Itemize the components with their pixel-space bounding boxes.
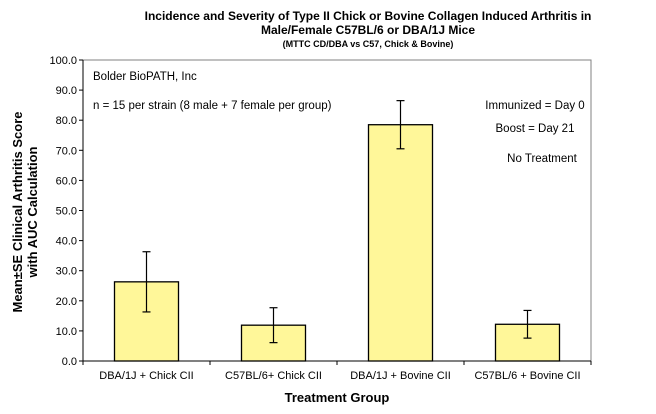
bar [367, 124, 434, 362]
annotation-company: Bolder BioPATH, Inc [93, 71, 197, 83]
x-tick-label: C57BL/6+ Chick CII [225, 370, 322, 382]
chart-subtitle: (MTTC CD/DBA vs C57, Chick & Bovine) [283, 39, 454, 49]
y-tick-label: 60.0 [56, 175, 77, 187]
annotation-boost: Boost = Day 21 [496, 123, 575, 135]
y-axis-label-line1: Mean±SE Clinical Arthritis Score [10, 112, 25, 313]
y-tick-label: 30.0 [56, 266, 77, 278]
y-axis-label-line2: with AUC Calculation [25, 146, 40, 278]
y-tick-label: 90.0 [56, 85, 77, 97]
x-tick-label: C57BL/6 + Bovine CII [474, 370, 580, 382]
annotation-n: n = 15 per strain (8 male + 7 female per… [93, 100, 332, 112]
y-tick-label: 80.0 [56, 115, 77, 127]
annotation-immunized: Immunized = Day 0 [485, 100, 584, 112]
x-tick-label: DBA/1J + Bovine CII [350, 370, 451, 382]
y-tick-label: 0.0 [62, 356, 77, 368]
y-tick-label: 50.0 [56, 206, 77, 218]
y-tick-label: 10.0 [56, 326, 77, 338]
x-tick-label: DBA/1J + Chick CII [99, 370, 193, 382]
chart-title-line1: Incidence and Severity of Type II Chick … [145, 9, 592, 23]
chart-title-line2: Male/Female C57BL/6 or DBA/1J Mice [261, 23, 475, 37]
y-tick-label: 20.0 [56, 296, 77, 308]
annotation-treatment: No Treatment [507, 153, 577, 165]
y-tick-label: 70.0 [56, 145, 77, 157]
x-axis-label: Treatment Group [285, 390, 390, 405]
y-tick-label: 40.0 [56, 236, 77, 248]
y-tick-label: 100.0 [49, 55, 77, 67]
